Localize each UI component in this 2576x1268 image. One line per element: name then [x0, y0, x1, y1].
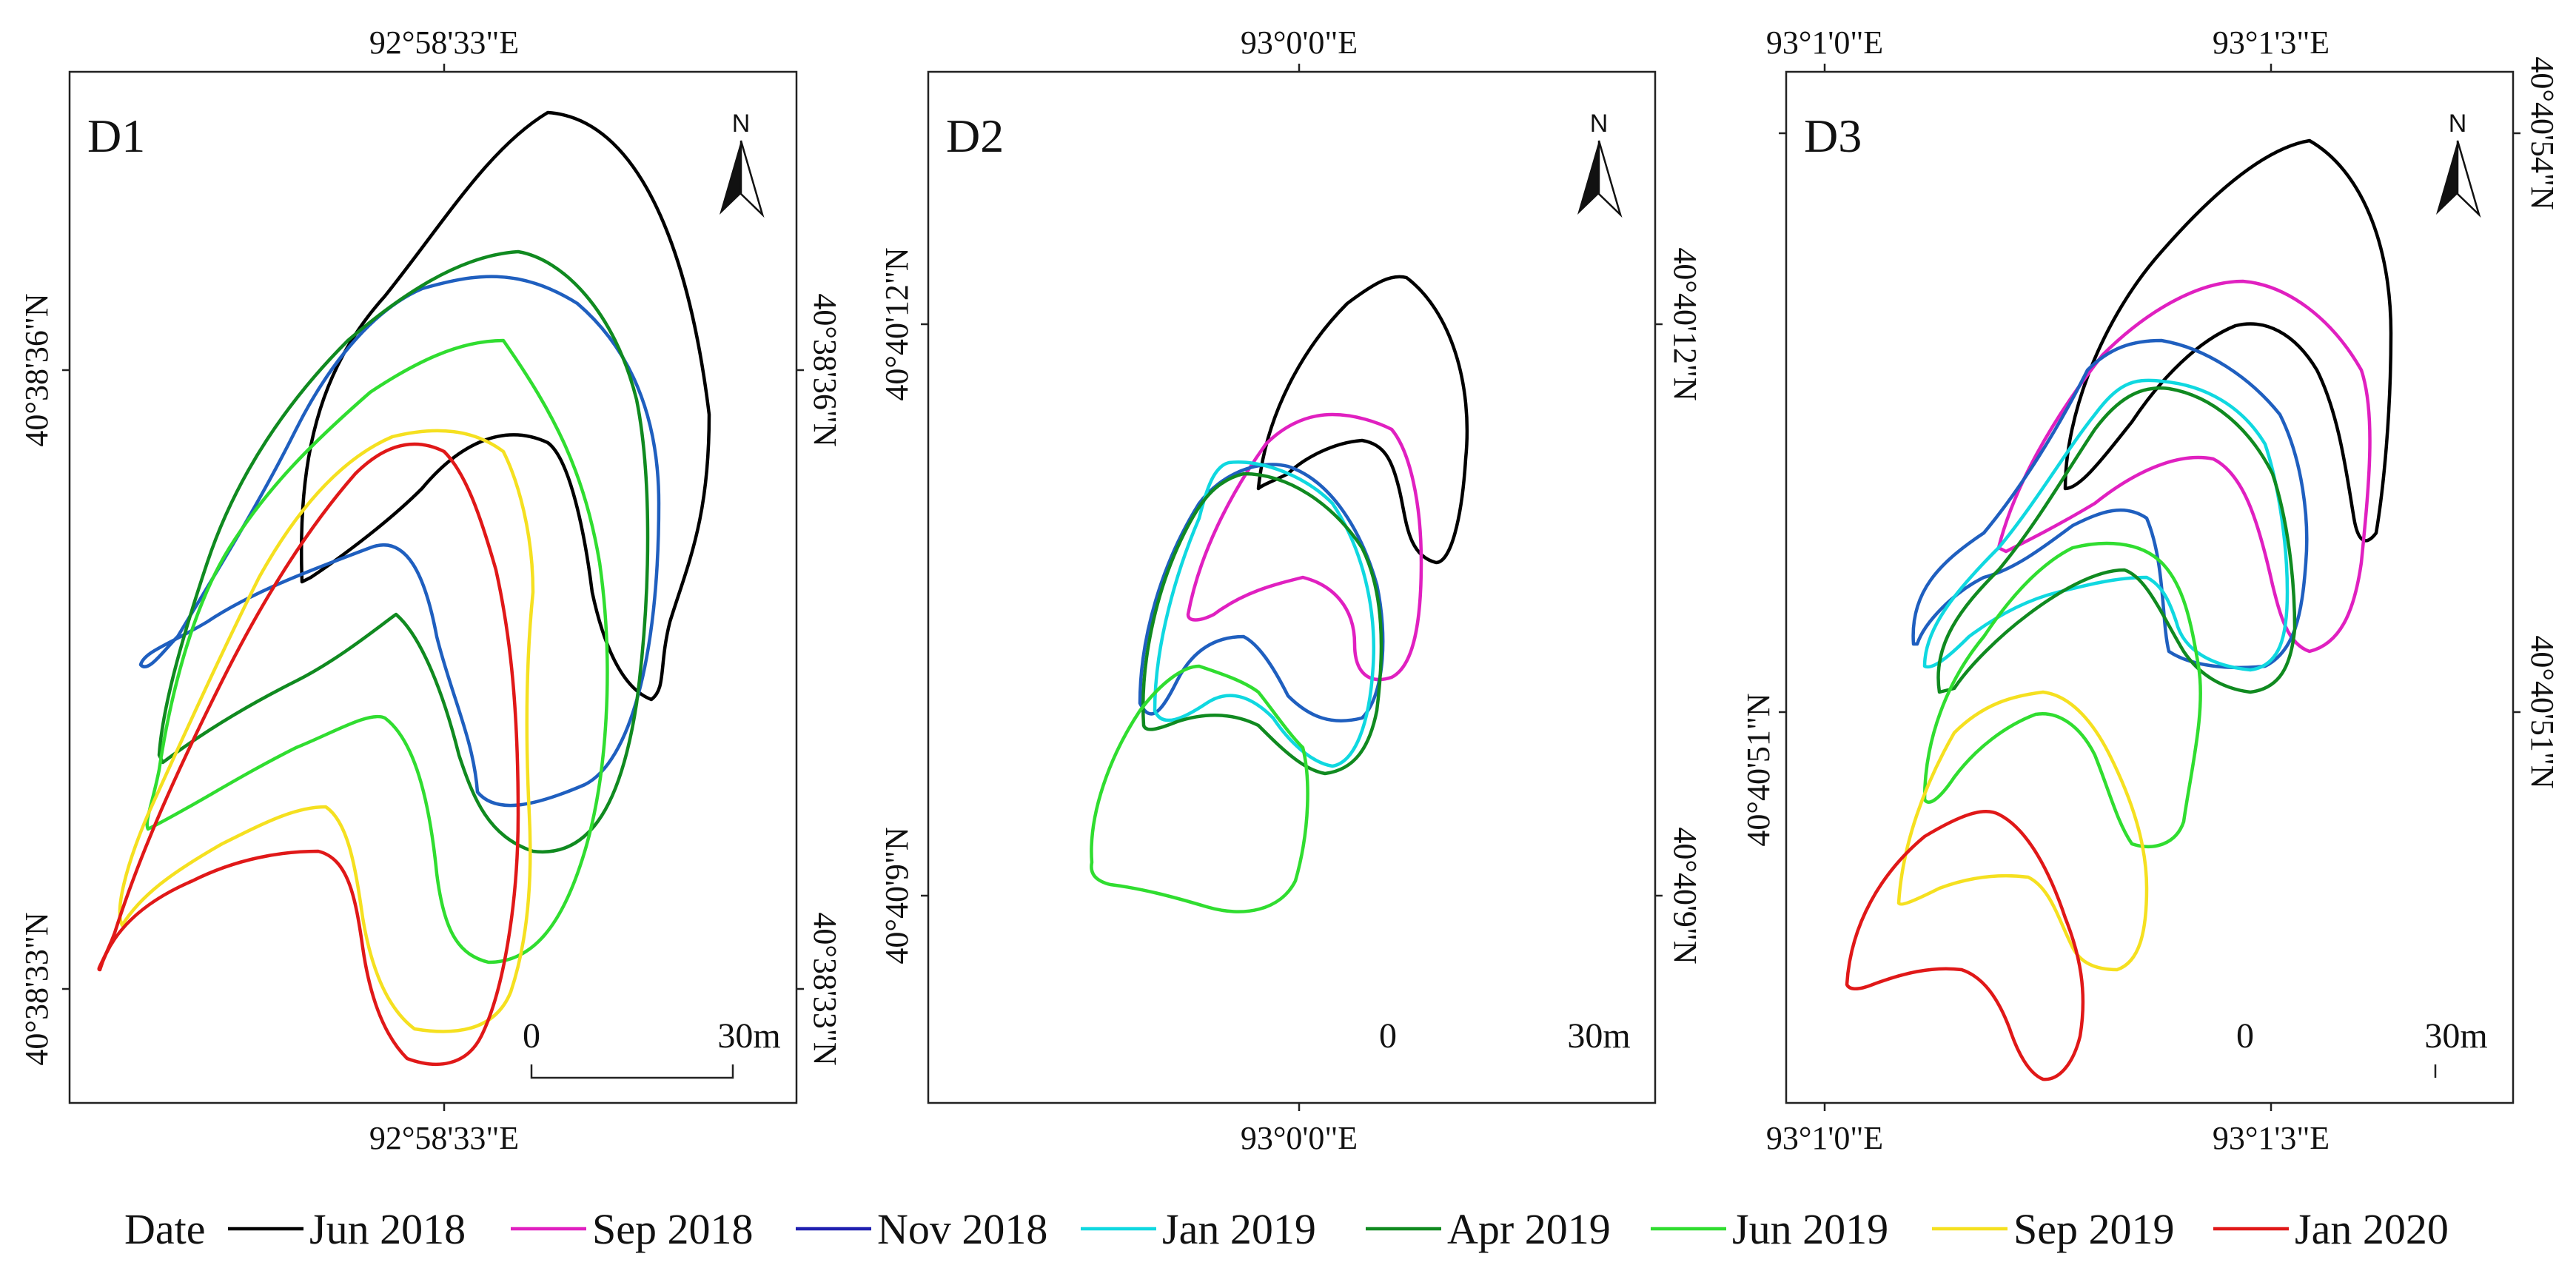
outline-d3-nov-2018	[1911, 338, 2309, 670]
legend-label-jan-2019: Jan 2019	[1162, 1205, 1316, 1253]
legend-label-jan-2020: Jan 2020	[2295, 1205, 2449, 1253]
right-latitude-label-lower-d3: 40°40'51"N	[2524, 635, 2560, 788]
outline-d2-jan-2019	[1153, 460, 1375, 768]
outline-d2-jun-2018	[1256, 275, 1469, 565]
legend-label-sep-2018: Sep 2018	[592, 1205, 754, 1253]
panel-d2: 93°0'0"E 93°0'0"E 40°40'12"N 40°40'9"N 4…	[879, 24, 1703, 1156]
north-arrow-icon: N	[720, 110, 765, 218]
outline-d1-jan-2020	[97, 442, 520, 1067]
legend-label-jun-2019: Jun 2019	[1732, 1205, 1888, 1253]
legend-label-sep-2019: Sep 2019	[2013, 1205, 2175, 1253]
outline-d3-apr-2019	[1936, 386, 2297, 694]
panel-d3: 93°1'0"E 93°1'3"E 93°1'0"E 93°1'3"E 40°4…	[1740, 24, 2560, 1156]
outline-d2-apr-2019	[1141, 472, 1383, 776]
scale-bar-d1: 0 30m	[523, 1016, 781, 1079]
north-label-d1: N	[732, 110, 751, 138]
scale-end-label-d1: 30m	[717, 1016, 780, 1056]
bottom-longitude-label-d3-a: 93°1'0"E	[1766, 1120, 1883, 1156]
outline-d1-apr-2018	[157, 249, 650, 854]
scale-bar-d3: 0 30m	[2236, 1016, 2488, 1078]
left-latitude-label-upper-d2: 40°40'12"N	[879, 247, 915, 400]
north-arrow-icon: N	[2436, 110, 2481, 218]
scale-bar-d2: 0 30m	[1379, 1016, 1631, 1056]
scale-zero-label-d1: 0	[523, 1016, 540, 1056]
north-arrow-icon: N	[1577, 110, 1623, 218]
outline-d1-nov-2018	[138, 275, 661, 808]
panel-label-d2: D2	[946, 110, 1004, 162]
outline-d1-jun-2019	[145, 338, 609, 965]
map-frame-d3	[1785, 70, 2515, 1104]
top-longitude-label-d3-b: 93°1'3"E	[2213, 24, 2330, 61]
map-frame-d1	[68, 70, 798, 1104]
outline-d2-jun-2019	[1090, 664, 1309, 913]
left-latitude-label-d3: 40°40'51"N	[1740, 693, 1777, 846]
outline-d2-sep-2018	[1186, 412, 1423, 682]
left-latitude-label-lower-d1: 40°38'33"N	[19, 912, 55, 1065]
bottom-longitude-label-d1: 92°58'33"E	[369, 1120, 519, 1156]
bottom-longitude-label-d2: 93°0'0"E	[1241, 1120, 1358, 1156]
scale-end-label-d3: 30m	[2424, 1016, 2487, 1056]
legend-label-nov-2018: Nov 2018	[877, 1205, 1047, 1253]
outline-d1-jun-2018	[299, 110, 711, 702]
legend: Date Jun 2018 Sep 2018 Nov 2018 Jan 2019…	[124, 1205, 2449, 1253]
panel-label-d3: D3	[1804, 110, 1862, 162]
map-frame-d2	[927, 70, 1657, 1104]
legend-label-jun-2018: Jun 2018	[309, 1205, 466, 1253]
right-latitude-label-upper-d2: 40°40'12"N	[1667, 247, 1703, 400]
right-latitude-label-upper-d1: 40°38'36"N	[807, 293, 843, 446]
outline-d1-sep-2019	[118, 429, 535, 1033]
legend-title: Date	[124, 1205, 206, 1253]
top-longitude-label-d1: 92°58'33"E	[369, 24, 519, 61]
outline-d3-jan-2020	[1845, 810, 2085, 1081]
top-longitude-label-d3-a: 93°1'0"E	[1766, 24, 1883, 61]
left-latitude-label-lower-d2: 40°40'9"N	[879, 827, 915, 964]
north-label-d2: N	[1590, 110, 1609, 138]
right-latitude-label-lower-d1: 40°38'33"N	[807, 912, 843, 1065]
panel-d1: 92°58'33"E 92°58'33"E 40°38'36"N 40°38'3…	[19, 24, 843, 1156]
right-latitude-label-lower-d2: 40°40'9"N	[1667, 827, 1703, 964]
left-latitude-label-upper-d1: 40°38'36"N	[19, 293, 55, 446]
scale-zero-label-d3: 0	[2236, 1016, 2254, 1056]
top-longitude-label-d2: 93°0'0"E	[1241, 24, 1358, 61]
north-label-d3: N	[2449, 110, 2467, 138]
scale-end-label-d2: 30m	[1567, 1016, 1630, 1056]
panel-label-d1: D1	[87, 110, 145, 162]
outline-d3-jun-2018	[2063, 138, 2393, 543]
bottom-longitude-label-d3-b: 93°1'3"E	[2213, 1120, 2330, 1156]
legend-label-apr-2019: Apr 2019	[1447, 1205, 1611, 1253]
right-latitude-label-upper-d3: 40°40'54"N	[2524, 56, 2560, 209]
outline-d3-jun-2019	[1922, 541, 2202, 848]
outline-d3-sep-2018	[1996, 279, 2372, 654]
scale-zero-label-d2: 0	[1379, 1016, 1397, 1056]
outline-d3-sep-2019	[1896, 690, 2149, 972]
